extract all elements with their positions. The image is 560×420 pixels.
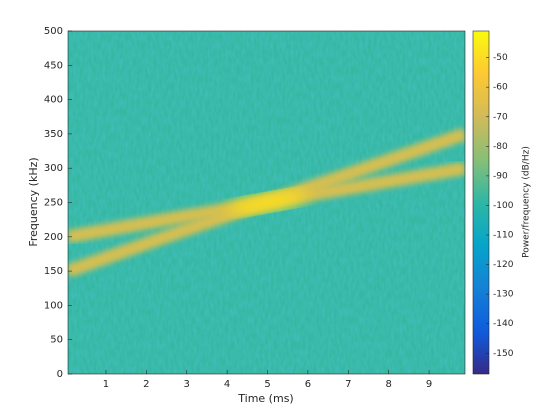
y-tick-label: 0: [57, 369, 63, 380]
x-tick-label: 8: [385, 379, 391, 390]
colorbar-tick-label: -80: [493, 142, 508, 152]
y-tick-label: 450: [44, 60, 63, 71]
x-tick-label: 9: [426, 379, 432, 390]
x-tick-label: 7: [345, 379, 351, 390]
colorbar-tick-label: -120: [493, 260, 514, 270]
colorbar-tick-label: -110: [493, 231, 514, 241]
x-tick-label: 2: [143, 379, 149, 390]
colorbar-tick-label: -140: [493, 319, 514, 329]
x-tick-label: 1: [103, 379, 109, 390]
colorbar-tick-label: -60: [493, 83, 508, 93]
y-tick-label: 500: [44, 26, 63, 37]
y-tick-label: 50: [50, 335, 63, 346]
colorbar-tick-label: -50: [493, 53, 508, 63]
colorbar-tick-label: -100: [493, 201, 514, 211]
y-tick-label: 400: [44, 95, 63, 106]
colorbar: [472, 30, 490, 375]
colorbar-tick-label: -130: [493, 290, 514, 300]
x-tick-label: 5: [264, 379, 270, 390]
colorbar-label: Power/frequency (dB/Hz): [522, 146, 532, 258]
y-tick-label: 250: [44, 198, 63, 209]
x-tick-label: 4: [224, 379, 230, 390]
y-tick-label: 200: [44, 232, 63, 243]
colorbar-tick-label: -150: [493, 349, 514, 359]
y-tick-label: 350: [44, 129, 63, 140]
y-axis-label: Frequency (kHz): [27, 157, 40, 246]
y-tick-label: 100: [44, 300, 63, 311]
y-tick-label: 150: [44, 266, 63, 277]
y-tick-label: 300: [44, 163, 63, 174]
x-axis-label: Time (ms): [237, 392, 293, 405]
x-tick-label: 3: [184, 379, 190, 390]
colorbar-tick-label: -70: [493, 112, 508, 122]
plot-area: [68, 31, 465, 374]
colorbar-tick-label: -90: [493, 171, 508, 181]
x-tick-label: 6: [305, 379, 311, 390]
peak: [228, 191, 307, 214]
